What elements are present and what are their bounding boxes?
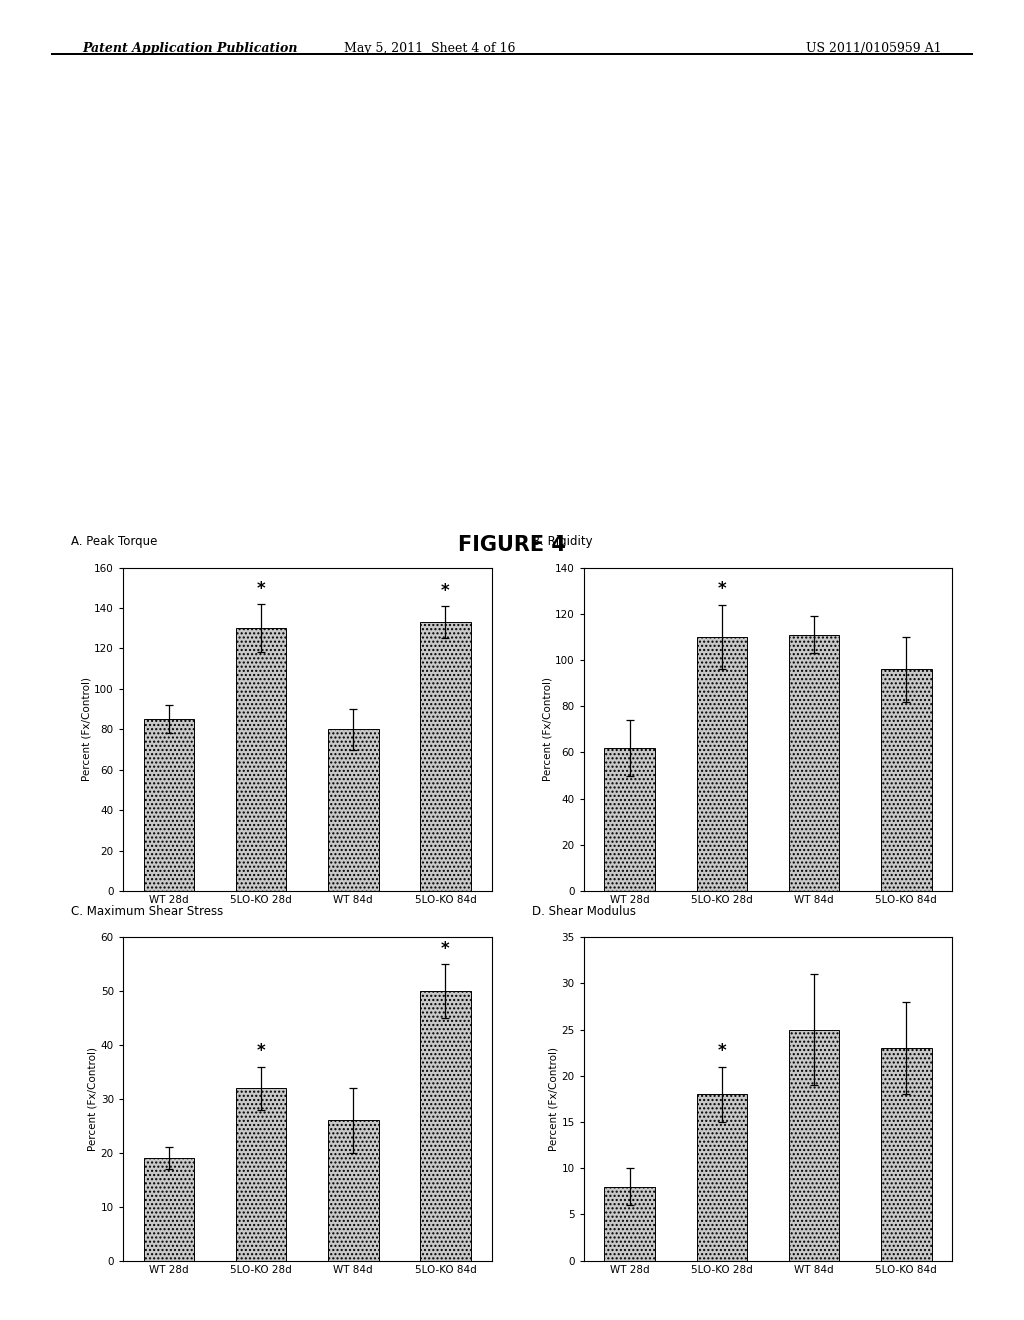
Text: *: * xyxy=(441,940,450,958)
Bar xyxy=(696,636,748,891)
Text: *: * xyxy=(257,579,265,598)
Bar xyxy=(420,622,471,891)
Bar xyxy=(236,628,287,891)
Bar xyxy=(420,991,471,1261)
Text: D. Shear Modulus: D. Shear Modulus xyxy=(532,904,636,917)
Text: C. Maximum Shear Stress: C. Maximum Shear Stress xyxy=(72,904,223,917)
Bar xyxy=(236,1088,287,1261)
Y-axis label: Percent (Fx/Control): Percent (Fx/Control) xyxy=(549,1047,559,1151)
Text: *: * xyxy=(718,579,726,598)
Bar xyxy=(604,1187,655,1261)
Text: B. Rigidity: B. Rigidity xyxy=(532,535,593,548)
Bar xyxy=(143,1158,195,1261)
Text: US 2011/0105959 A1: US 2011/0105959 A1 xyxy=(807,42,942,55)
Bar xyxy=(788,635,840,891)
Bar xyxy=(143,719,195,891)
Text: *: * xyxy=(441,582,450,599)
Bar xyxy=(881,669,932,891)
Text: May 5, 2011  Sheet 4 of 16: May 5, 2011 Sheet 4 of 16 xyxy=(344,42,516,55)
Text: Patent Application Publication: Patent Application Publication xyxy=(82,42,297,55)
Text: *: * xyxy=(257,1041,265,1060)
Text: A. Peak Torque: A. Peak Torque xyxy=(72,535,158,548)
Bar xyxy=(881,1048,932,1261)
Text: FIGURE 4: FIGURE 4 xyxy=(458,535,566,554)
Y-axis label: Percent (Fx/Control): Percent (Fx/Control) xyxy=(88,1047,98,1151)
Text: *: * xyxy=(718,1041,726,1060)
Y-axis label: Percent (Fx/Control): Percent (Fx/Control) xyxy=(542,677,552,781)
Bar xyxy=(328,1121,379,1261)
Bar xyxy=(696,1094,748,1261)
Y-axis label: Percent (Fx/Control): Percent (Fx/Control) xyxy=(81,677,91,781)
Bar xyxy=(328,729,379,891)
Bar xyxy=(788,1030,840,1261)
Bar xyxy=(604,747,655,891)
